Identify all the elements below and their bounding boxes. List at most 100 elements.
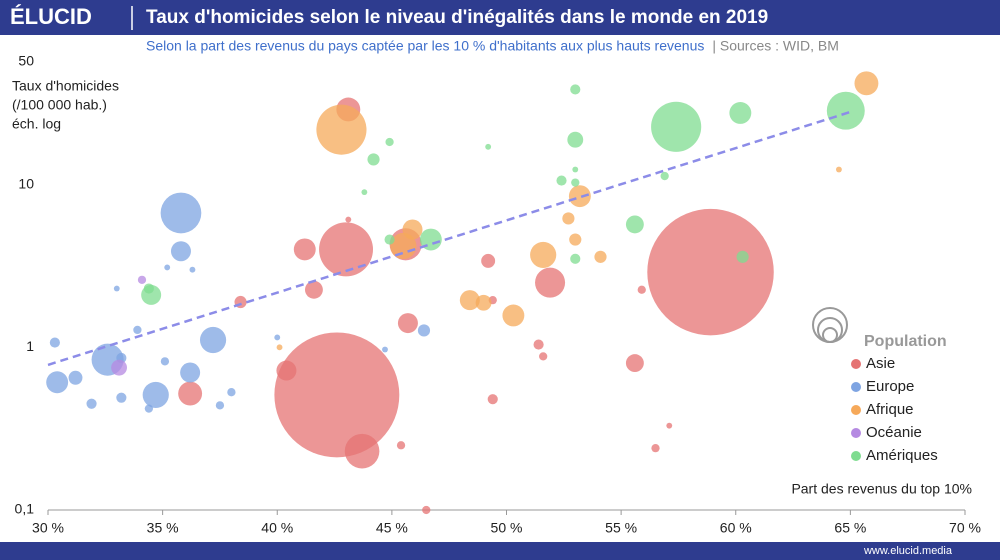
- y-tick-label: 50: [18, 53, 34, 69]
- bubble: [637, 285, 646, 294]
- bubble: [594, 250, 607, 263]
- y-tick-label: 10: [18, 175, 34, 191]
- bubble: [651, 101, 702, 152]
- bubble: [570, 253, 581, 264]
- bubble: [367, 153, 380, 166]
- x-axis-label: Part des revenus du top 10%: [791, 481, 972, 497]
- legend-swatch: [851, 382, 861, 392]
- bubble: [178, 381, 203, 406]
- bubble: [572, 166, 579, 173]
- bubble: [569, 233, 582, 246]
- bubble: [144, 404, 154, 413]
- bubble: [164, 264, 171, 271]
- legend-swatch: [851, 405, 861, 415]
- bubble: [729, 102, 752, 124]
- bubble: [46, 371, 69, 394]
- bubble: [86, 398, 97, 409]
- trend-line: [47, 110, 851, 367]
- chart-subtitle: Selon la part des revenus du pays captée…: [146, 38, 704, 54]
- legend-label: Asie: [866, 355, 895, 372]
- y-axis-label: (/100 000 hab.): [12, 97, 107, 113]
- chart-source: | Sources : WID, BM: [712, 38, 839, 54]
- y-tick-label: 1: [26, 338, 34, 354]
- header-bar: [0, 0, 1000, 35]
- y-axis-label: Taux d'homicides: [12, 78, 119, 94]
- bubble: [854, 71, 879, 96]
- bubble: [113, 285, 120, 292]
- bubble: [170, 241, 191, 262]
- legend-swatch: [851, 451, 861, 461]
- bubble: [361, 189, 368, 196]
- bubble: [199, 326, 227, 354]
- footer-url: www.elucid.media: [863, 545, 953, 557]
- bubble: [382, 346, 388, 353]
- bubble: [736, 250, 749, 263]
- bubble: [571, 178, 580, 187]
- bubble: [835, 166, 842, 173]
- bubble: [319, 222, 374, 277]
- bubble: [535, 267, 566, 298]
- bubble: [539, 352, 548, 361]
- bubble: [397, 313, 418, 334]
- bubble: [274, 332, 400, 458]
- legend-label: Océanie: [866, 424, 922, 441]
- bubble: [133, 325, 142, 335]
- bubble: [215, 401, 225, 410]
- legend-label: Afrique: [866, 401, 914, 418]
- bubble: [826, 91, 865, 130]
- y-axis-label: éch. log: [12, 116, 61, 132]
- legend-size-icon: [812, 307, 848, 343]
- bubble: [293, 238, 316, 261]
- bubble: [143, 283, 154, 294]
- bubble: [137, 275, 147, 284]
- bubble: [417, 324, 431, 337]
- bubble: [570, 84, 581, 95]
- bubble: [276, 360, 297, 381]
- x-tick-label: 70 %: [949, 520, 981, 536]
- bubble: [180, 362, 201, 383]
- bubble: [485, 143, 492, 150]
- legend-label: Amériques: [866, 447, 938, 464]
- bubble: [68, 370, 83, 385]
- logo: ÉLUCID: [10, 4, 92, 29]
- bubble: [481, 253, 496, 268]
- bubble: [396, 441, 406, 450]
- bubble: [344, 433, 380, 469]
- bubble: [502, 304, 525, 327]
- bubble: [385, 137, 394, 147]
- bubble: [651, 444, 660, 453]
- bubble: [304, 280, 323, 299]
- bubble: [530, 241, 557, 269]
- x-tick-label: 60 %: [720, 520, 752, 536]
- bubble: [556, 175, 567, 186]
- legend-swatch: [851, 359, 861, 369]
- x-tick-label: 50 %: [491, 520, 523, 536]
- bubble: [475, 294, 492, 311]
- bubble: [160, 192, 202, 234]
- x-tick-label: 30 %: [32, 520, 64, 536]
- bubble: [562, 212, 575, 225]
- bubble: [345, 216, 352, 223]
- bubble: [111, 359, 127, 376]
- bubble: [625, 215, 644, 234]
- bubble: [49, 337, 60, 348]
- bubble: [189, 266, 196, 273]
- bubble: [567, 131, 584, 148]
- x-tick-label: 40 %: [261, 520, 293, 536]
- bubble: [276, 344, 283, 351]
- bubble: [459, 290, 480, 311]
- bubble: [533, 339, 544, 350]
- footer-bar: [0, 542, 1000, 560]
- bubble: [660, 171, 669, 181]
- bubble: [227, 388, 236, 397]
- bubble: [666, 422, 673, 429]
- bubble: [316, 104, 367, 155]
- legend-title: Population: [864, 333, 947, 350]
- bubble: [390, 232, 417, 260]
- x-tick-label: 55 %: [605, 520, 637, 536]
- x-tick-label: 35 %: [147, 520, 179, 536]
- chart-title: Taux d'homicides selon le niveau d'inéga…: [146, 7, 768, 28]
- bubble: [422, 505, 431, 515]
- bubble: [625, 354, 644, 373]
